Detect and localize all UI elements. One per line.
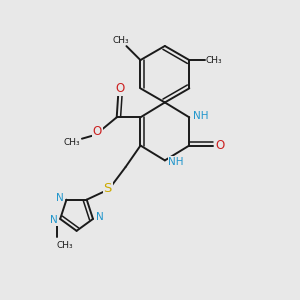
Text: O: O (93, 125, 102, 138)
Text: O: O (215, 139, 224, 152)
Text: N: N (96, 212, 104, 222)
Text: NH: NH (168, 157, 184, 167)
Text: CH₃: CH₃ (56, 241, 73, 250)
Text: N: N (56, 193, 64, 203)
Text: CH₃: CH₃ (206, 56, 223, 64)
Text: NH: NH (193, 111, 208, 121)
Text: O: O (115, 82, 124, 95)
Text: N: N (50, 215, 58, 225)
Text: CH₃: CH₃ (113, 36, 129, 45)
Text: CH₃: CH₃ (64, 138, 80, 147)
Text: S: S (103, 182, 112, 195)
